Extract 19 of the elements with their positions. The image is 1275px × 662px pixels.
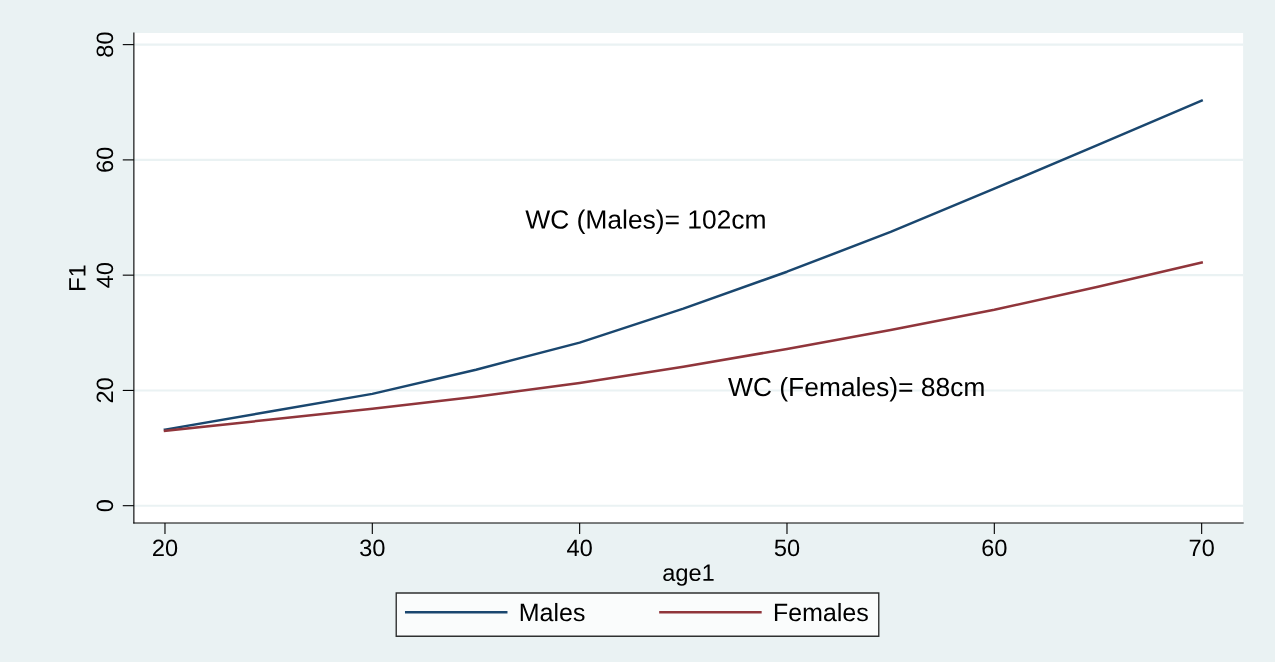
line-series <box>163 99 1203 431</box>
legend-label: Males <box>520 602 585 622</box>
x-axis-title: age1 <box>663 564 714 586</box>
x-tick-label: 60 <box>982 539 1007 557</box>
x-tick-label: 20 <box>153 539 178 557</box>
y-tick-label: 0 <box>96 500 114 512</box>
annotation: WC (Males)= 102cm <box>525 209 765 235</box>
y-tick-label: 60 <box>96 147 114 172</box>
x-tick-label: 40 <box>567 539 592 557</box>
annotation: WC (Females)= 88cm <box>728 376 984 402</box>
legend-label: Females <box>774 602 868 622</box>
line-series <box>163 261 1203 433</box>
x-tick-label: 50 <box>774 539 800 557</box>
y-axis-title: F1 <box>69 265 86 290</box>
x-tick-label: 30 <box>360 539 385 557</box>
y-tick-label: 80 <box>96 32 114 57</box>
y-tick-label: 40 <box>96 262 114 288</box>
y-tick-label: 20 <box>96 378 114 403</box>
x-tick-label: 70 <box>1189 539 1214 557</box>
